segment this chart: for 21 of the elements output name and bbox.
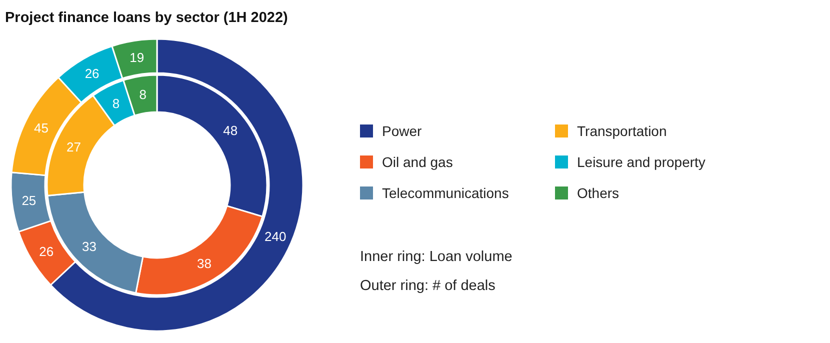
data-label: 26: [84, 66, 100, 82]
data-label: 8: [112, 96, 120, 111]
data-label: 45: [34, 120, 49, 136]
chart-title: Project finance loans by sector (1H 2022): [5, 10, 288, 26]
data-label: 240: [264, 228, 286, 244]
legend-label: Transportation: [577, 122, 667, 139]
data-label: 8: [139, 87, 146, 102]
data-label: 38: [197, 256, 212, 271]
data-label: 25: [22, 192, 36, 208]
data-label: 26: [39, 244, 54, 259]
data-label: 27: [66, 140, 81, 155]
legend-label: Power: [382, 122, 422, 139]
legend-label: Leisure and property: [577, 154, 706, 170]
legend-label: Telecommunications: [382, 184, 509, 201]
legend-label: Oil and gas: [382, 154, 453, 170]
text: Outer ring: # of deals: [360, 278, 496, 294]
data-label: 48: [223, 122, 238, 138]
legend-label: Others: [577, 184, 620, 201]
data-label: 33: [82, 239, 96, 254]
data-label: 19: [130, 50, 144, 66]
text: Inner ring: Loan volume: [360, 249, 512, 266]
